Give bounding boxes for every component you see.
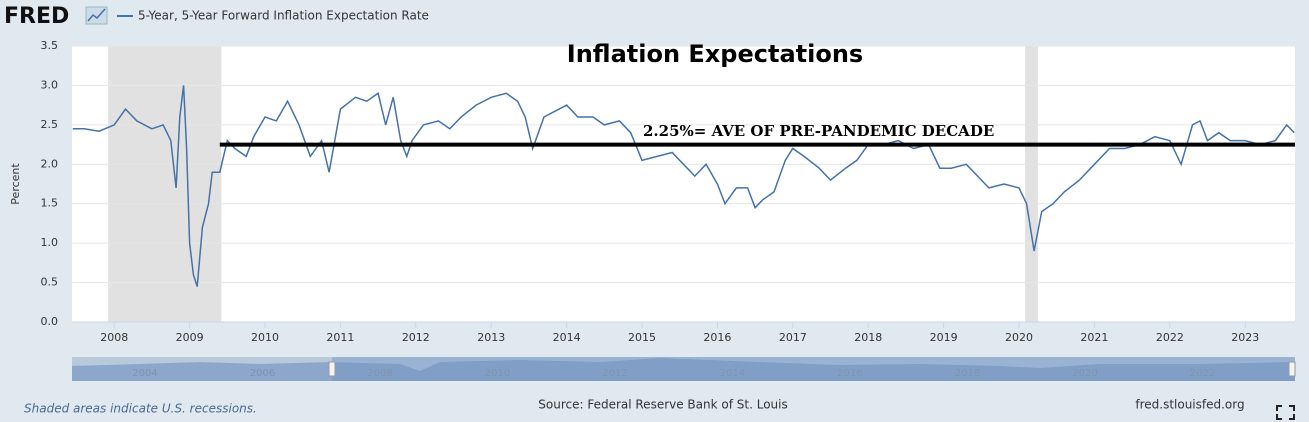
fullscreen-icon[interactable]	[1276, 405, 1295, 420]
recession-note: Shaded areas indicate U.S. recessions.	[24, 402, 257, 416]
navigator-label: 2018	[955, 368, 980, 379]
x-tick-label: 2022	[1156, 331, 1184, 344]
y-tick-label: 1.5	[41, 197, 59, 210]
navigator-label: 2014	[720, 368, 745, 379]
source: Source: Federal Reserve Bank of St. Loui…	[538, 398, 787, 412]
x-tick-label: 2023	[1231, 331, 1259, 344]
logo-icon-line	[87, 8, 106, 22]
navigator-label: 2010	[485, 368, 510, 379]
navigator-label: 2016	[837, 368, 862, 379]
x-tick-label: 2010	[251, 331, 279, 344]
y-tick-label: 0.0	[41, 315, 59, 328]
x-tick-label: 2012	[402, 331, 430, 344]
navigator-label: 2012	[602, 368, 627, 379]
y-tick-label: 3.0	[41, 78, 59, 91]
reference-label: 2.25%= AVE OF PRE-PANDEMIC DECADE	[643, 122, 994, 140]
x-tick-label: 2018	[854, 331, 882, 344]
legend-label: 5-Year, 5-Year Forward Inflation Expecta…	[138, 9, 429, 23]
y-axis-label: Percent	[9, 163, 22, 205]
navigator-label: 2020	[1072, 368, 1097, 379]
logo-icon	[85, 6, 108, 25]
x-tick-label: 2021	[1080, 331, 1108, 344]
navigator-label: 2022	[1190, 368, 1215, 379]
logo: FRED	[4, 4, 69, 29]
x-tick-label: 2020	[1005, 331, 1033, 344]
x-tick-label: 2013	[477, 331, 505, 344]
navigator-handle[interactable]	[1288, 361, 1296, 377]
x-tick-label: 2015	[628, 331, 656, 344]
navigator-label: 2006	[250, 368, 275, 379]
recession-shade	[108, 46, 222, 322]
y-tick-label: 3.5	[41, 39, 59, 52]
x-tick-label: 2009	[176, 331, 204, 344]
navigator-label: 2008	[367, 368, 392, 379]
navigator-area	[72, 358, 1295, 381]
y-tick-label: 0.5	[41, 276, 59, 289]
y-tick-label: 1.0	[41, 236, 59, 249]
plot-area	[72, 46, 1295, 322]
site: fred.stlouisfed.org	[1135, 398, 1244, 412]
chart-title: Inflation Expectations	[567, 40, 863, 68]
recession-shade	[1025, 46, 1038, 322]
x-tick-label: 2014	[553, 331, 581, 344]
navigator-label: 2004	[132, 368, 157, 379]
navigator-handle[interactable]	[328, 361, 336, 377]
y-tick-label: 2.0	[41, 157, 59, 170]
x-tick-label: 2011	[326, 331, 354, 344]
x-tick-label: 2019	[930, 331, 958, 344]
series-line	[72, 85, 1295, 287]
x-tick-label: 2017	[779, 331, 807, 344]
y-tick-label: 2.5	[41, 118, 59, 131]
x-tick-label: 2008	[100, 331, 128, 344]
x-tick-label: 2016	[703, 331, 731, 344]
